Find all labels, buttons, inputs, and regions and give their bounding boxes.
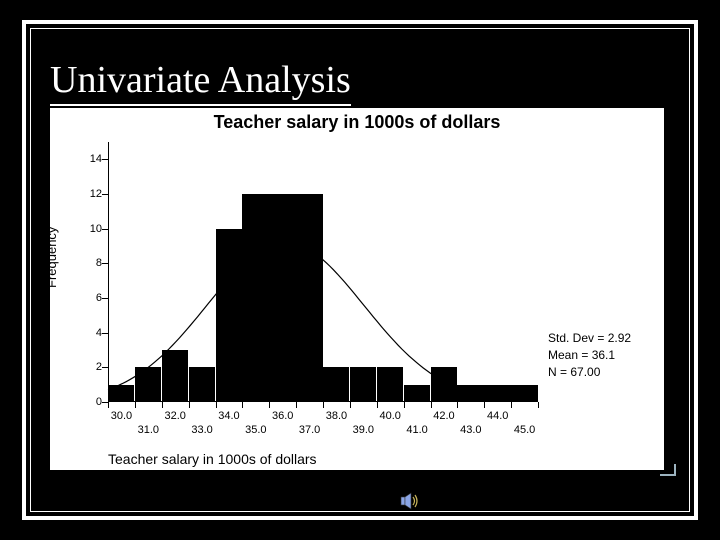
histogram-bar xyxy=(431,367,457,401)
x-tick xyxy=(404,402,405,408)
x-tick-label-major: 38.0 xyxy=(326,410,347,422)
x-tick-label-minor: 45.0 xyxy=(514,424,535,436)
histogram-bar xyxy=(457,385,483,401)
histogram-bar xyxy=(242,194,268,401)
x-tick xyxy=(511,402,512,408)
x-tick-label-major: 42.0 xyxy=(433,410,454,422)
x-tick xyxy=(350,402,351,408)
slide: Univariate Analysis Teacher salary in 10… xyxy=(0,0,720,540)
y-tick xyxy=(102,367,108,368)
y-tick-label: 0 xyxy=(78,396,102,408)
speaker-icon[interactable] xyxy=(400,492,420,510)
x-tick xyxy=(162,402,163,408)
x-tick-label-minor: 35.0 xyxy=(245,424,266,436)
histogram-bar xyxy=(269,194,295,401)
x-tick xyxy=(457,402,458,408)
y-tick-label: 12 xyxy=(78,188,102,200)
x-axis-label: Teacher salary in 1000s of dollars xyxy=(108,451,317,467)
y-tick xyxy=(102,298,108,299)
y-tick xyxy=(102,263,108,264)
plot-area: 0246810121430.032.034.036.038.040.042.04… xyxy=(108,142,538,402)
y-tick xyxy=(102,159,108,160)
histogram-bar xyxy=(323,367,349,401)
stat-stddev: Std. Dev = 2.92 xyxy=(548,330,631,347)
x-tick xyxy=(189,402,190,408)
y-tick-label: 6 xyxy=(78,292,102,304)
histogram-bar xyxy=(511,385,537,401)
y-tick-label: 4 xyxy=(78,327,102,339)
x-tick xyxy=(431,402,432,408)
x-tick-label-major: 40.0 xyxy=(379,410,400,422)
x-tick-label-major: 32.0 xyxy=(164,410,185,422)
slide-title: Univariate Analysis xyxy=(50,58,351,106)
y-tick xyxy=(102,333,108,334)
histogram-bar xyxy=(377,367,403,401)
x-tick xyxy=(377,402,378,408)
y-tick-label: 8 xyxy=(78,257,102,269)
corner-accent xyxy=(660,464,676,476)
x-tick-label-major: 30.0 xyxy=(111,410,132,422)
histogram-bar xyxy=(404,385,430,401)
x-tick-label-minor: 39.0 xyxy=(353,424,374,436)
x-tick-label-major: 36.0 xyxy=(272,410,293,422)
y-tick xyxy=(102,194,108,195)
y-tick-label: 10 xyxy=(78,223,102,235)
y-tick-label: 2 xyxy=(78,361,102,373)
histogram-bar xyxy=(350,367,376,401)
x-tick xyxy=(323,402,324,408)
x-tick xyxy=(538,402,539,408)
x-tick-label-minor: 33.0 xyxy=(191,424,212,436)
x-tick-label-minor: 41.0 xyxy=(406,424,427,436)
x-tick-label-minor: 31.0 xyxy=(138,424,159,436)
histogram-bar xyxy=(108,385,134,401)
histogram-bar xyxy=(484,385,510,401)
x-tick xyxy=(216,402,217,408)
histogram-bar xyxy=(296,194,322,401)
chart-title: Teacher salary in 1000s of dollars xyxy=(50,112,664,133)
y-axis-label: Frequency xyxy=(44,227,59,288)
y-tick-label: 14 xyxy=(78,153,102,165)
histogram-bar xyxy=(189,367,215,401)
x-tick xyxy=(296,402,297,408)
histogram-bar xyxy=(216,229,242,401)
x-tick xyxy=(484,402,485,408)
histogram-chart: Teacher salary in 1000s of dollars Frequ… xyxy=(50,108,664,470)
x-tick xyxy=(108,402,109,408)
histogram-bar xyxy=(135,367,161,401)
histogram-bar xyxy=(162,350,188,401)
x-tick-label-major: 34.0 xyxy=(218,410,239,422)
x-tick-label-minor: 37.0 xyxy=(299,424,320,436)
x-tick xyxy=(269,402,270,408)
stat-n: N = 67.00 xyxy=(548,364,631,381)
stat-mean: Mean = 36.1 xyxy=(548,347,631,364)
x-tick-label-minor: 43.0 xyxy=(460,424,481,436)
stats-box: Std. Dev = 2.92 Mean = 36.1 N = 67.00 xyxy=(548,330,631,380)
x-tick xyxy=(242,402,243,408)
x-tick xyxy=(135,402,136,408)
x-tick-label-major: 44.0 xyxy=(487,410,508,422)
y-tick xyxy=(102,229,108,230)
